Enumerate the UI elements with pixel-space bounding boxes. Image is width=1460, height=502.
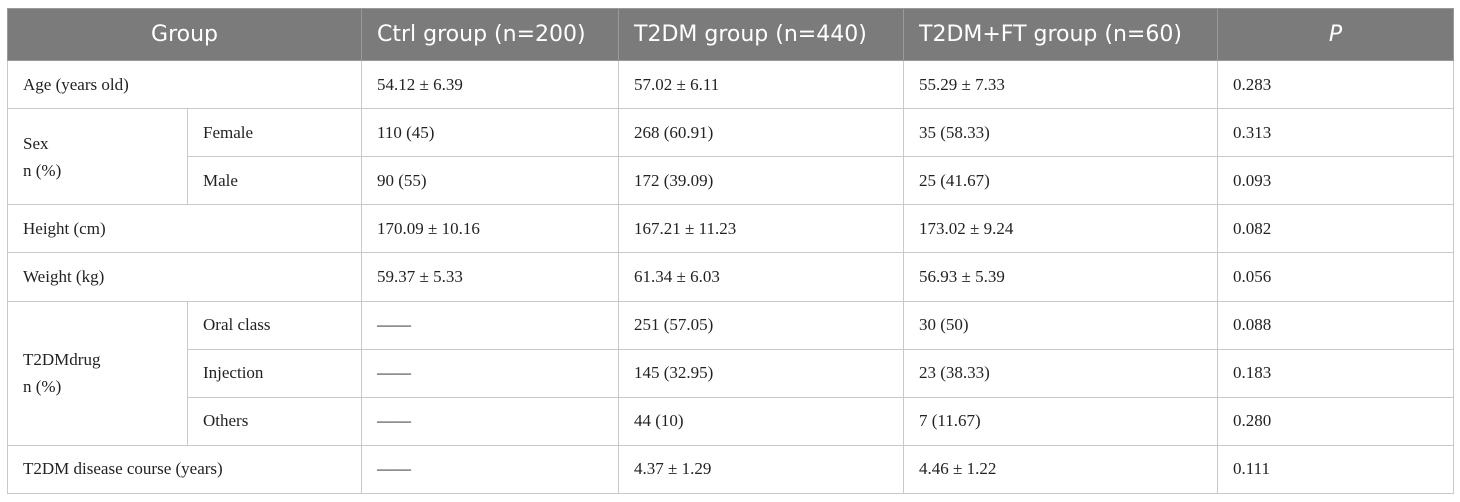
cell-p: 0.093 [1217, 156, 1455, 206]
cell-t2dm-ft: 35 (58.33) [903, 108, 1219, 158]
baseline-characteristics-table: Group Ctrl group (n=200) T2DM group (n=4… [6, 8, 1455, 495]
cell-t2dm: 251 (57.05) [618, 300, 905, 350]
row-sublabel: Others [186, 396, 363, 446]
row-sublabel: Female [186, 108, 363, 158]
table-row-height: Height (cm) 170.09 ± 10.16 167.21 ± 11.2… [6, 204, 1455, 254]
cell-p: 0.313 [1217, 108, 1455, 158]
cell-t2dm-ft: 30 (50) [903, 300, 1219, 350]
cell-ctrl: —— [361, 300, 620, 350]
cell-t2dm-ft: 55.29 ± 7.33 [903, 59, 1219, 110]
cell-ctrl: 54.12 ± 6.39 [361, 59, 620, 110]
cell-p: 0.088 [1217, 300, 1455, 350]
cell-t2dm: 61.34 ± 6.03 [618, 252, 905, 302]
cell-ctrl: 59.37 ± 5.33 [361, 252, 620, 302]
table-row-drug-injection: Injection —— 145 (32.95) 23 (38.33) 0.18… [8, 348, 1455, 398]
row-sublabel: Male [186, 156, 363, 206]
cell-p: 0.082 [1217, 204, 1455, 254]
row-label: Age (years old) [6, 59, 363, 110]
header-p-value: P [1217, 8, 1455, 61]
cell-t2dm-ft: 173.02 ± 9.24 [903, 204, 1219, 254]
table-row-drug-others: Others —— 44 (10) 7 (11.67) 0.280 [8, 396, 1455, 446]
table-row-sex-male: Male 90 (55) 172 (39.09) 25 (41.67) 0.09… [8, 156, 1455, 206]
sex-label: Sex [23, 133, 49, 153]
header-t2dm-ft-group: T2DM+FT group (n=60) [903, 8, 1219, 61]
cell-ctrl: —— [361, 348, 620, 398]
row-sublabel: Oral class [186, 300, 363, 350]
header-t2dm-group: T2DM group (n=440) [618, 8, 905, 61]
cell-t2dm: 145 (32.95) [618, 348, 905, 398]
cell-p: 0.111 [1217, 444, 1455, 495]
table-row-drug-oral: T2DMdrug n (%) Oral class —— 251 (57.05) … [7, 300, 1455, 446]
cell-ctrl: —— [361, 444, 620, 495]
row-sublabel: Injection [186, 348, 363, 398]
cell-ctrl: 90 (55) [361, 156, 620, 206]
cell-t2dm-ft: 7 (11.67) [903, 396, 1219, 446]
table-row-disease-course: T2DM disease course (years) —— 4.37 ± 1.… [6, 444, 1455, 495]
drug-unit-label: n (%) [23, 377, 62, 397]
table-row-sex-female: Sex n (%) Female 110 (45) 268 (60.91) 35 … [7, 108, 1455, 206]
drug-label: T2DMdrug [23, 350, 101, 370]
cell-t2dm-ft: 23 (38.33) [903, 348, 1219, 398]
sex-unit-label: n (%) [23, 160, 62, 180]
cell-ctrl: —— [361, 396, 620, 446]
cell-p: 0.056 [1217, 252, 1455, 302]
cell-t2dm: 4.37 ± 1.29 [618, 444, 905, 495]
table-row-age: Age (years old) 54.12 ± 6.39 57.02 ± 6.1… [6, 59, 1455, 110]
row-group-label-sex: Sex n (%) [7, 108, 188, 206]
header-group: Group [6, 8, 363, 61]
header-row: Group Ctrl group (n=200) T2DM group (n=4… [6, 8, 1455, 61]
cell-t2dm-ft: 4.46 ± 1.22 [903, 444, 1219, 495]
cell-t2dm: 57.02 ± 6.11 [618, 59, 905, 110]
cell-t2dm-ft: 56.93 ± 5.39 [903, 252, 1219, 302]
row-label: Weight (kg) [6, 252, 363, 302]
cell-ctrl: 170.09 ± 10.16 [361, 204, 620, 254]
cell-t2dm: 44 (10) [618, 396, 905, 446]
cell-t2dm: 268 (60.91) [618, 108, 905, 158]
cell-t2dm: 172 (39.09) [618, 156, 905, 206]
cell-p: 0.280 [1217, 396, 1455, 446]
cell-t2dm-ft: 25 (41.67) [903, 156, 1219, 206]
header-ctrl-group: Ctrl group (n=200) [361, 8, 620, 61]
cell-p: 0.283 [1217, 59, 1455, 110]
row-label: Height (cm) [6, 204, 363, 254]
row-label: T2DM disease course (years) [6, 444, 363, 495]
cell-t2dm: 167.21 ± 11.23 [618, 204, 905, 254]
cell-p: 0.183 [1217, 348, 1455, 398]
table-row-weight: Weight (kg) 59.37 ± 5.33 61.34 ± 6.03 56… [6, 252, 1455, 302]
row-group-label-drug: T2DMdrug n (%) [7, 300, 188, 446]
cell-ctrl: 110 (45) [361, 108, 620, 158]
